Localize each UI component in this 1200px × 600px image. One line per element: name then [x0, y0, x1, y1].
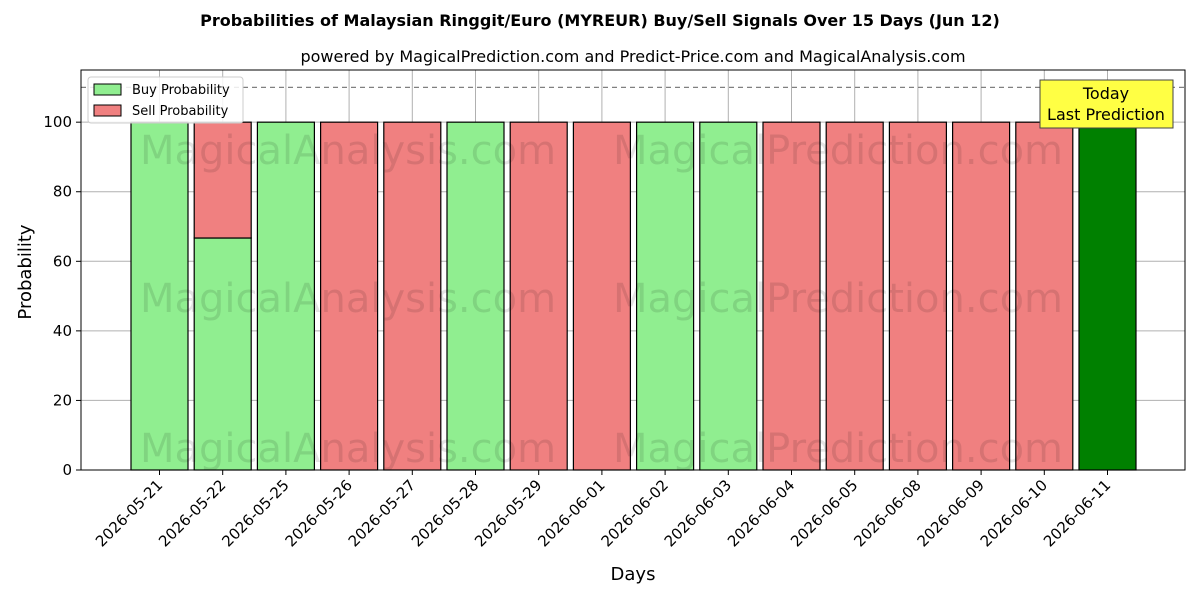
x-tick-label: 2026-06-03: [661, 476, 735, 550]
legend-swatch: [93, 83, 122, 96]
x-tick-label: 2026-05-28: [408, 476, 482, 550]
annotation-line: Last Prediction: [1047, 105, 1165, 124]
x-tick-label: 2026-06-04: [724, 476, 798, 550]
bar-sell: [193, 121, 252, 239]
bar-buy: [256, 121, 315, 471]
x-tick-label: 2026-05-21: [92, 476, 166, 550]
x-tick-label: 2026-06-05: [787, 476, 861, 550]
annotation-box: [1039, 79, 1174, 129]
annotation-line: Today: [1082, 84, 1129, 103]
bar-sell: [825, 121, 884, 471]
bar-buy: [699, 121, 758, 471]
legend-box: [87, 76, 244, 124]
bar-buy: [1078, 121, 1137, 471]
chart-subtitle: powered by MagicalPrediction.com and Pre…: [300, 47, 965, 66]
x-axis-ticks: 2026-05-212026-05-222026-05-252026-05-26…: [92, 470, 1114, 550]
y-tick-label: 60: [53, 252, 72, 270]
x-tick-label: 2026-06-01: [534, 476, 608, 550]
y-tick-label: 100: [43, 113, 72, 131]
x-tick-label: 2026-06-10: [977, 476, 1051, 550]
legend: Buy Probability Sell Probability: [87, 76, 244, 124]
x-tick-label: 2026-06-08: [850, 476, 924, 550]
bar-sell: [320, 121, 379, 471]
bar-sell: [1015, 121, 1074, 471]
chart-title: Probabilities of Malaysian Ringgit/Euro …: [200, 11, 1000, 30]
x-tick-label: 2026-06-09: [914, 476, 988, 550]
bar-sell: [951, 121, 1011, 471]
bars: [130, 121, 1137, 471]
x-tick-label: 2026-05-22: [155, 476, 229, 550]
x-tick-label: 2026-05-27: [345, 476, 419, 550]
bar-sell: [509, 121, 568, 471]
bar-buy: [446, 121, 505, 471]
bar-sell: [888, 121, 948, 471]
x-tick-label: 2026-05-29: [471, 476, 545, 550]
y-tick-label: 20: [53, 391, 72, 409]
x-tick-label: 2026-05-26: [282, 476, 356, 550]
today-annotation: Today Last Prediction: [1039, 79, 1174, 129]
watermark-text: MagicalPrediction.com: [613, 276, 1063, 322]
bar-sell: [572, 121, 632, 471]
y-axis-label: Probability: [15, 224, 36, 319]
x-axis-label: Days: [611, 564, 656, 585]
watermark-text: MagicalAnalysis.com: [140, 426, 556, 472]
watermark-text: MagicalPrediction.com: [613, 128, 1063, 174]
y-tick-label: 80: [53, 183, 72, 201]
x-tick-label: 2026-06-11: [1040, 476, 1114, 550]
x-tick-label: 2026-06-02: [598, 476, 672, 550]
y-axis-ticks: 0 20 40 60 80 100: [43, 113, 81, 479]
bar-buy: [635, 121, 695, 471]
watermarks: MagicalAnalysis.com MagicalPrediction.com…: [140, 128, 1063, 472]
legend-swatch: [93, 104, 122, 117]
x-tick-label: 2026-05-25: [218, 476, 292, 550]
watermark-text: MagicalPrediction.com: [613, 426, 1063, 472]
y-tick-label: 0: [62, 461, 72, 479]
plot-frame: [80, 69, 1186, 471]
watermark-text: MagicalAnalysis.com: [140, 128, 556, 174]
legend-label: Buy Probability: [132, 83, 230, 98]
legend-label: Sell Probability: [132, 104, 229, 119]
bar-sell: [762, 121, 821, 471]
bar-sell: [383, 121, 442, 471]
y-tick-label: 40: [53, 322, 72, 340]
watermark-text: MagicalAnalysis.com: [140, 276, 556, 322]
